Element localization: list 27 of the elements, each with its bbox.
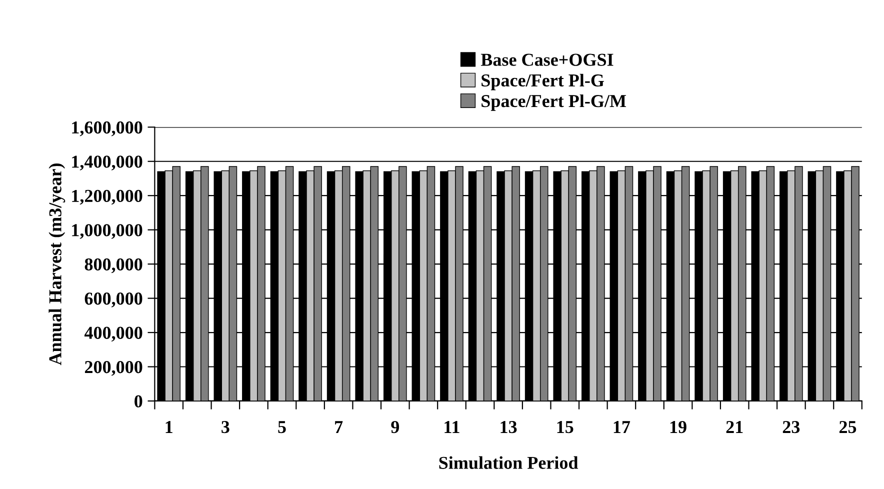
y-tick-label: 1,600,000: [72, 121, 142, 136]
y-tick-label: 0: [134, 395, 142, 408]
y-tick-label: 800,000: [84, 258, 142, 274]
x-axis-title: Simulation Period: [439, 456, 578, 469]
y-tick-label: 200,000: [84, 361, 142, 376]
x-tick-label: 17: [614, 421, 630, 433]
y-tick-label: 400,000: [84, 326, 142, 342]
x-tick-label: 21: [726, 420, 743, 433]
x-tick-label: 1: [166, 421, 172, 433]
y-tick-label: 1,200,000: [72, 190, 142, 205]
x-tick-label: 19: [670, 420, 686, 434]
x-tick-label: 11: [444, 421, 460, 433]
legend-label: Space/Fert Pl-G/M: [482, 94, 626, 111]
x-tick-label: 3: [222, 420, 230, 434]
x-tick-label: 9: [391, 420, 400, 434]
y-tick-label: 1,400,000: [72, 156, 142, 170]
y-axis-title: Annual Harvest (m3/year): [48, 164, 66, 366]
y-tick-label: 1,000,000: [72, 224, 142, 239]
x-tick-label: 23: [782, 420, 800, 434]
x-tick-label: 25: [839, 420, 856, 434]
legend-label: Space/Fert Pl-G: [482, 74, 604, 90]
x-tick-label: 13: [500, 420, 517, 434]
x-tick-label: 15: [557, 421, 574, 434]
x-tick-label: 5: [278, 421, 286, 434]
legend-label: Base Case+OGSI: [480, 54, 614, 66]
x-tick-label: 7: [335, 421, 343, 433]
y-tick-label: 600,000: [84, 292, 142, 308]
